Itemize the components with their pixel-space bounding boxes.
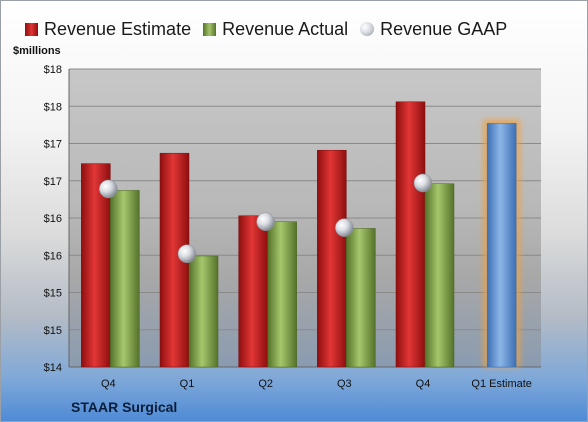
bar-actual [267, 221, 297, 368]
legend: Revenue Estimate Revenue Actual Revenue … [25, 18, 519, 40]
bar-actual [346, 228, 376, 368]
gaap-marker [256, 212, 275, 231]
gaap-marker [413, 173, 433, 193]
x-tick-label: Q1 [180, 378, 195, 390]
legend-item-gaap: Revenue GAAP [360, 19, 507, 40]
bar-estimate [81, 163, 111, 368]
legend-swatch-gaap [360, 22, 375, 36]
bar-estimate [238, 215, 268, 368]
x-tick-label: Q2 [258, 378, 273, 390]
company-name: STAAR Surgical [71, 399, 178, 415]
legend-item-estimate: Revenue Estimate [25, 19, 191, 40]
y-tick-label: $16 [44, 213, 62, 225]
bar-actual [424, 183, 455, 368]
y-tick-label: $17 [44, 176, 62, 188]
bar-actual [110, 190, 140, 368]
y-tick-label: $15 [44, 288, 62, 300]
y-tick-label: $18 [44, 101, 62, 113]
y-tick-label: $18 [44, 64, 62, 76]
x-tick-label: Q3 [337, 378, 352, 390]
bar-estimate [486, 123, 517, 368]
gaap-marker [99, 179, 118, 199]
bar-estimate [395, 101, 426, 368]
y-tick-label: $17 [44, 139, 62, 151]
y-tick-label: $16 [44, 250, 62, 262]
y-tick-label: $15 [44, 325, 62, 337]
x-tick-label: Q4 [416, 378, 431, 390]
legend-label-gaap: Revenue GAAP [380, 18, 508, 39]
y-axis-unit-label: $millions [13, 45, 61, 57]
x-tick-label: Q4 [101, 378, 116, 390]
x-tick-label: Q1 Estimate [471, 378, 532, 390]
bar-actual [188, 255, 219, 368]
gaap-marker [335, 218, 354, 237]
bar-estimate [317, 149, 347, 368]
legend-label-estimate: Revenue Estimate [44, 18, 192, 39]
legend-item-actual: Revenue Actual [203, 19, 348, 40]
y-tick-label: $14 [44, 362, 62, 374]
legend-label-actual: Revenue Actual [222, 18, 349, 39]
legend-swatch-estimate [25, 22, 38, 36]
legend-swatch-actual [203, 22, 217, 36]
gaap-marker [177, 244, 197, 264]
